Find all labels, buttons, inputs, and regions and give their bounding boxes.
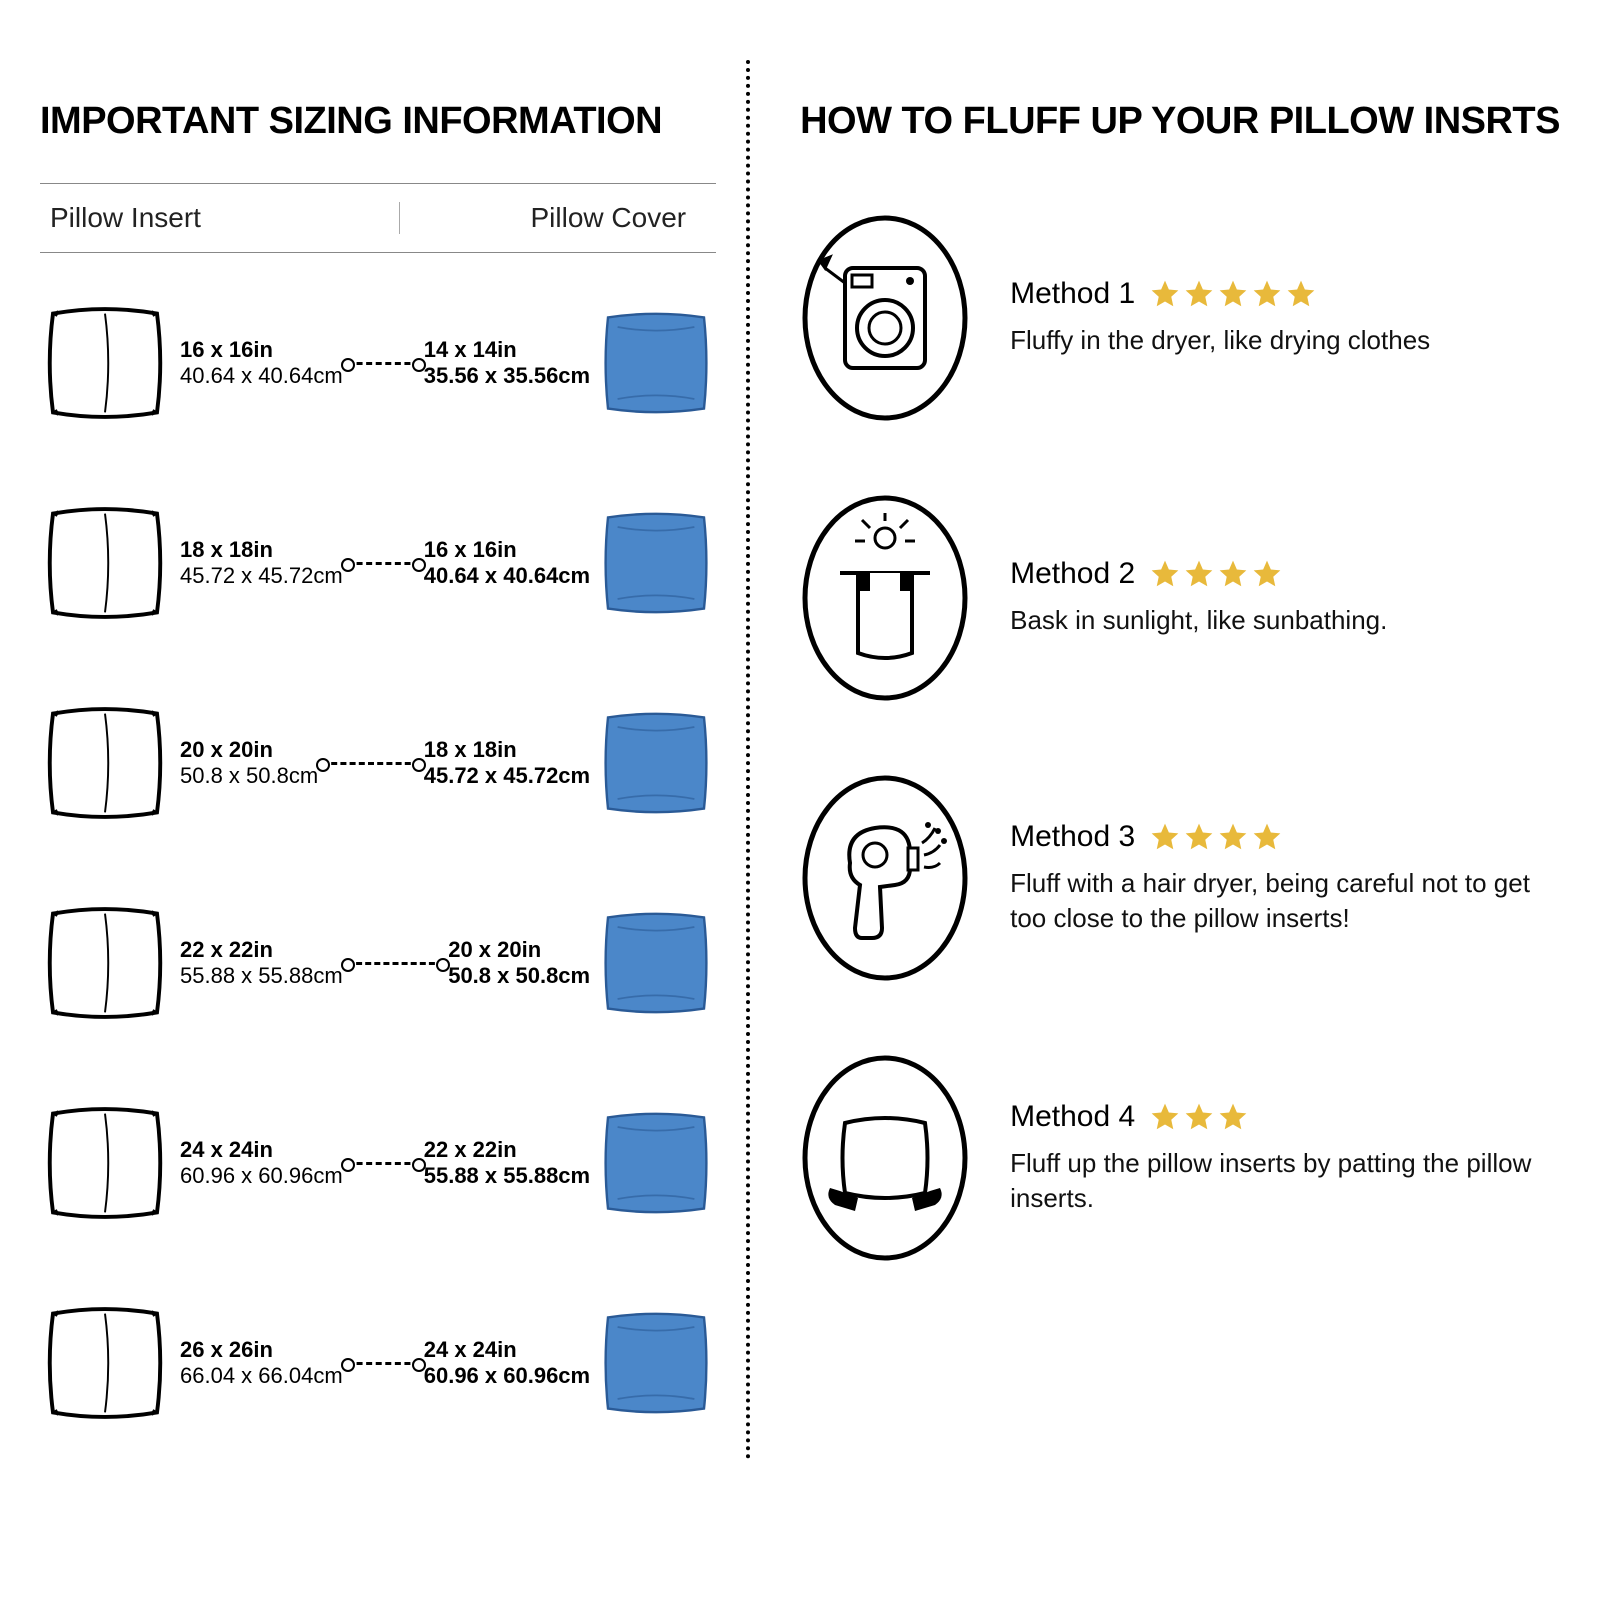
method-description: Fluffy in the dryer, like drying clothes [1010,323,1560,358]
connector-line [347,562,420,565]
method-description: Bask in sunlight, like sunbathing. [1010,603,1560,638]
method-description: Fluff up the pillow inserts by patting t… [1010,1146,1560,1216]
hairdryer-icon [800,773,970,983]
pillow-cover-icon [596,703,716,823]
star-rating [1149,821,1283,853]
star-icon [1217,1101,1249,1133]
cover-size-label: 24 x 24in60.96 x 60.96cm [424,1337,590,1390]
method-row: Method 4 Fluff up the pillow inserts by … [800,1053,1560,1263]
size-row: 20 x 20in50.8 x 50.8cm 18 x 18in45.72 x … [40,683,716,843]
fluff-panel: HOW TO FLUFF UP YOUR PILLOW INSRTS Metho… [750,100,1560,1560]
insert-size-label: 22 x 22in55.88 x 55.88cm [180,937,343,990]
star-icon [1183,558,1215,590]
cover-size-label: 20 x 20in50.8 x 50.8cm [448,937,590,990]
star-icon [1149,558,1181,590]
cover-size-label: 16 x 16in40.64 x 40.64cm [424,537,590,590]
size-row: 24 x 24in60.96 x 60.96cm 22 x 22in55.88 … [40,1083,716,1243]
method-rows: Method 1 Fluffy in the dryer, like dryin… [800,213,1560,1263]
method-text: Method 1 Fluffy in the dryer, like dryin… [1010,277,1560,358]
star-icon [1183,821,1215,853]
cover-size-label: 14 x 14in35.56 x 35.56cm [424,337,590,390]
cover-size-label: 22 x 22in55.88 x 55.88cm [424,1137,590,1190]
connector-line [347,962,445,965]
method-row: Method 1 Fluffy in the dryer, like dryin… [800,213,1560,423]
insert-size-label: 26 x 26in66.04 x 66.04cm [180,1337,343,1390]
star-rating [1149,1101,1249,1133]
header-cover: Pillow Cover [400,202,716,234]
pillow-insert-icon [40,298,170,428]
pillow-cover-icon [596,503,716,623]
size-row: 16 x 16in40.64 x 40.64cm 14 x 14in35.56 … [40,283,716,443]
pillow-cover-icon [596,903,716,1023]
star-rating [1149,278,1317,310]
connector-line [347,362,420,365]
sun-icon [800,493,970,703]
star-icon [1251,278,1283,310]
star-icon [1251,558,1283,590]
fluff-title: HOW TO FLUFF UP YOUR PILLOW INSRTS [800,100,1560,143]
insert-size-label: 24 x 24in60.96 x 60.96cm [180,1137,343,1190]
pillow-insert-icon [40,1298,170,1428]
pillow-insert-icon [40,498,170,628]
pillow-insert-icon [40,698,170,828]
connector-line [322,762,420,765]
size-row: 26 x 26in66.04 x 66.04cm 24 x 24in60.96 … [40,1283,716,1443]
star-icon [1217,821,1249,853]
star-icon [1149,278,1181,310]
method-label: Method 3 [1010,820,1135,854]
star-icon [1183,1101,1215,1133]
star-icon [1217,278,1249,310]
column-headers: Pillow Insert Pillow Cover [40,183,716,253]
pillow-insert-icon [40,898,170,1028]
header-insert: Pillow Insert [40,202,400,234]
star-icon [1285,278,1317,310]
method-text: Method 2 Bask in sunlight, like sunbathi… [1010,557,1560,638]
size-rows: 16 x 16in40.64 x 40.64cm 14 x 14in35.56 … [40,283,716,1443]
pillow-insert-icon [40,1098,170,1228]
method-text: Method 3 Fluff with a hair dryer, being … [1010,820,1560,936]
star-icon [1183,278,1215,310]
insert-size-label: 16 x 16in40.64 x 40.64cm [180,337,343,390]
size-row: 22 x 22in55.88 x 55.88cm 20 x 20in50.8 x… [40,883,716,1043]
method-label: Method 2 [1010,557,1135,591]
cover-size-label: 18 x 18in45.72 x 45.72cm [424,737,590,790]
method-label: Method 4 [1010,1100,1135,1134]
method-row: Method 3 Fluff with a hair dryer, being … [800,773,1560,983]
star-icon [1149,1101,1181,1133]
size-row: 18 x 18in45.72 x 45.72cm 16 x 16in40.64 … [40,483,716,643]
method-description: Fluff with a hair dryer, being careful n… [1010,866,1560,936]
star-icon [1217,558,1249,590]
insert-size-label: 18 x 18in45.72 x 45.72cm [180,537,343,590]
star-rating [1149,558,1283,590]
method-row: Method 2 Bask in sunlight, like sunbathi… [800,493,1560,703]
insert-size-label: 20 x 20in50.8 x 50.8cm [180,737,318,790]
star-icon [1251,821,1283,853]
pillow-cover-icon [596,1303,716,1423]
sizing-panel: IMPORTANT SIZING INFORMATION Pillow Inse… [40,100,746,1560]
connector-line [347,1162,420,1165]
connector-line [347,1362,420,1365]
pillow-cover-icon [596,1103,716,1223]
pat-icon [800,1053,970,1263]
sizing-title: IMPORTANT SIZING INFORMATION [40,100,716,143]
star-icon [1149,821,1181,853]
method-text: Method 4 Fluff up the pillow inserts by … [1010,1100,1560,1216]
pillow-cover-icon [596,303,716,423]
method-label: Method 1 [1010,277,1135,311]
washer-icon [800,213,970,423]
